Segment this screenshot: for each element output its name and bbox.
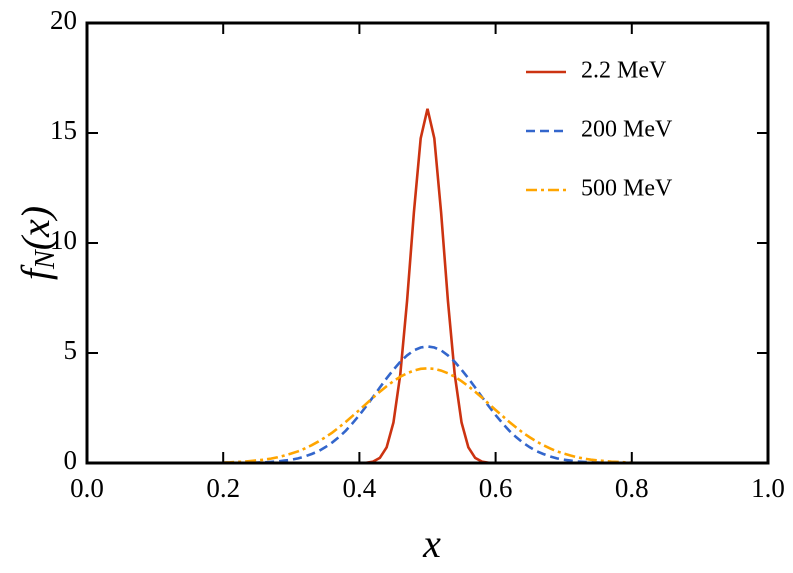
x-tick-label: 0.6	[479, 473, 513, 503]
plot-frame	[85, 21, 770, 465]
x-tick-label: 0.8	[615, 473, 649, 503]
y-label-subscript: N	[30, 249, 61, 270]
x-tick-label: 0.4	[343, 473, 377, 503]
legend-label: 500 MeV	[581, 176, 673, 202]
data-line	[223, 108, 632, 465]
x-tick-label: 1.0	[751, 473, 785, 503]
y-label-part: (x)	[13, 206, 58, 250]
legend-label: 2.2 MeV	[581, 58, 667, 84]
x-tick-label: 0.0	[70, 473, 104, 503]
data-line	[223, 345, 632, 465]
x-axis-label: x	[422, 521, 441, 566]
data-line	[223, 367, 632, 464]
y-tick-label: 10	[50, 225, 77, 255]
y-tick-label: 20	[50, 5, 77, 35]
y-tick-label: 15	[50, 115, 77, 145]
x-tick-label: 0.2	[206, 473, 240, 503]
y-tick-label: 5	[64, 335, 78, 365]
y-tick-label: 0	[64, 445, 78, 475]
legend-label: 200 MeV	[581, 117, 673, 143]
y-axis-label: fN(x)	[13, 206, 61, 280]
